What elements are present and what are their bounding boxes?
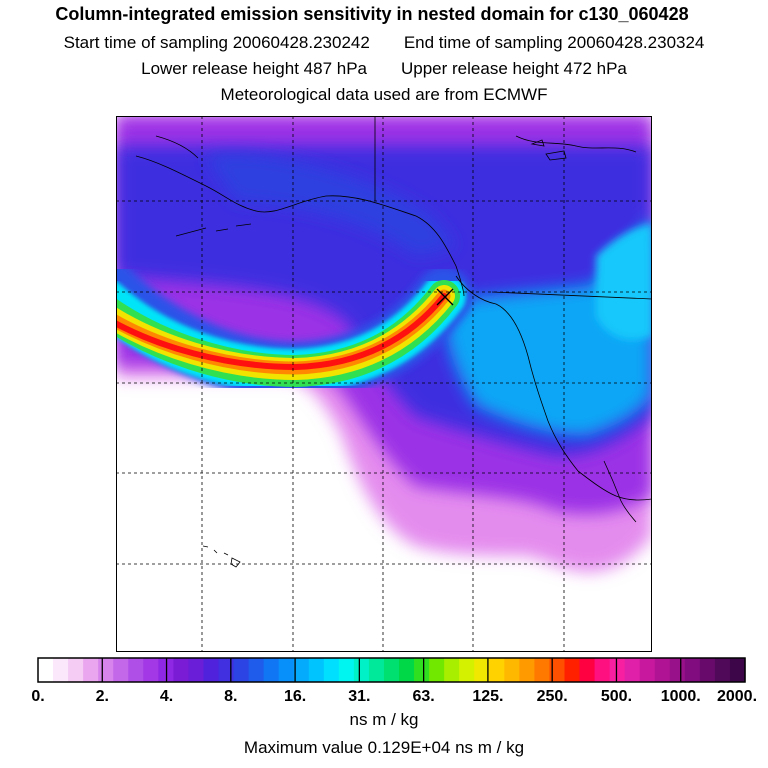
colorbar-cell bbox=[594, 658, 611, 682]
colorbar-cell bbox=[519, 658, 535, 682]
colorbar-cell bbox=[173, 658, 190, 682]
colorbar-tick-label: 2. bbox=[96, 688, 109, 705]
colorbar-cells bbox=[38, 658, 746, 682]
colorbar-cell bbox=[188, 658, 205, 682]
colorbar: 0. 2. 4. 8. 16. 31. 63. 125. 250. 500. 1000. 2000. bbox=[31, 657, 757, 705]
end-time-label: End time of sampling 20060428.230324 bbox=[403, 33, 705, 52]
colorbar-cell bbox=[233, 658, 250, 682]
colorbar-cell bbox=[699, 658, 716, 682]
colorbar-units: ns m / kg bbox=[349, 710, 419, 729]
coastline-alaska bbox=[135, 155, 465, 297]
colorbar-cell bbox=[489, 658, 505, 682]
lower-release-label: Lower release height 487 hPa bbox=[141, 59, 367, 78]
colorbar-tick-label: 8. bbox=[224, 688, 237, 705]
colorbar-tick-label: 63. bbox=[413, 688, 435, 705]
colorbar-cell bbox=[263, 658, 280, 682]
colorbar-cell bbox=[38, 658, 54, 682]
met-data-label: Meteorological data used are from ECMWF bbox=[220, 85, 548, 104]
colorbar-cell bbox=[399, 658, 415, 682]
map-frame bbox=[116, 116, 652, 652]
colorbar-cell bbox=[113, 658, 129, 682]
coastlines bbox=[135, 116, 652, 568]
sampling-times: Start time of sampling 20060428.230242 En… bbox=[0, 33, 768, 53]
colorbar-tick-label: 4. bbox=[160, 688, 173, 705]
colorbar-cell bbox=[609, 658, 626, 682]
colorbar-tick-label: 250. bbox=[537, 688, 568, 705]
colorbar-cell bbox=[203, 658, 220, 682]
colorbar-cell bbox=[68, 658, 84, 682]
maximum-value-label: Maximum value 0.129E+04 ns m / kg bbox=[243, 738, 525, 757]
colorbar-cell bbox=[218, 658, 235, 682]
colorbar-tick-label: 500. bbox=[601, 688, 632, 705]
colorbar-cell bbox=[308, 658, 325, 682]
colorbar-cell bbox=[639, 658, 656, 682]
colorbar-cell bbox=[128, 658, 144, 682]
colorbar-cell bbox=[353, 658, 370, 682]
colorbar-cell bbox=[338, 658, 355, 682]
colorbar-cell bbox=[474, 658, 490, 682]
colorbar-cell bbox=[669, 658, 686, 682]
sensitivity-field-north-band bbox=[206, 154, 456, 256]
colorbar-cell bbox=[98, 658, 114, 682]
release-point-x bbox=[436, 288, 454, 306]
colorbar-cell bbox=[624, 658, 641, 682]
colorbar-cell bbox=[444, 658, 460, 682]
coastline-hudson bbox=[515, 135, 637, 153]
colorbar-cell bbox=[684, 658, 701, 682]
colorbar-tick-label: 0. bbox=[31, 688, 44, 705]
sensitivity-map bbox=[116, 116, 652, 652]
coastline-arctic bbox=[155, 135, 199, 159]
colorbar-cell bbox=[534, 658, 551, 682]
release-heights: Lower release height 487 hPa Upper releas… bbox=[0, 59, 768, 79]
political-boundary-us-canada bbox=[491, 291, 652, 300]
colorbar-tick-label: 125. bbox=[472, 688, 503, 705]
colorbar-cell bbox=[278, 658, 295, 682]
colorbar-cell bbox=[729, 658, 746, 682]
release-marker-stroke bbox=[436, 288, 454, 306]
plume-red bbox=[116, 293, 447, 371]
colorbar-ticks bbox=[101, 658, 682, 682]
colorbar-tick-label: 31. bbox=[348, 688, 370, 705]
colorbar-cell bbox=[53, 658, 69, 682]
colorbar-labels: 0. 2. 4. 8. 16. 31. 63. 125. 250. 500. 1000. 2000. bbox=[31, 688, 757, 705]
coastline-northwest bbox=[455, 275, 652, 501]
colorbar-cell bbox=[579, 658, 596, 682]
coastline-aleutians bbox=[175, 223, 252, 237]
colorbar-cell bbox=[323, 658, 340, 682]
colorbar-cell bbox=[549, 658, 566, 682]
colorbar-tick-label: 2000. bbox=[717, 688, 757, 705]
sensitivity-field-core-inner bbox=[596, 224, 652, 340]
colorbar-tick-label: 16. bbox=[284, 688, 306, 705]
coastline-baja bbox=[603, 460, 637, 523]
colorbar-cell bbox=[368, 658, 385, 682]
colorbar-cell bbox=[83, 658, 99, 682]
hawaii-islands bbox=[202, 545, 241, 568]
plume bbox=[116, 259, 473, 401]
colorbar-cell bbox=[414, 658, 430, 682]
colorbar-cell bbox=[383, 658, 400, 682]
coastline-islands-ne bbox=[530, 139, 567, 161]
page-title: Column-integrated emission sensitivity i… bbox=[55, 4, 689, 24]
graticule bbox=[116, 116, 652, 652]
colorbar-cell bbox=[459, 658, 475, 682]
colorbar-cell bbox=[654, 658, 671, 682]
colorbar-tick-label: 1000. bbox=[661, 688, 701, 705]
colorbar-cell bbox=[248, 658, 265, 682]
colorbar-cell bbox=[143, 658, 159, 682]
sensitivity-field-core bbox=[445, 216, 652, 436]
start-time-label: Start time of sampling 20060428.230242 bbox=[63, 33, 370, 52]
colorbar-cell bbox=[504, 658, 520, 682]
upper-release-label: Upper release height 472 hPa bbox=[401, 59, 627, 78]
colorbar-cell bbox=[429, 658, 445, 682]
colorbar-frame bbox=[37, 657, 746, 683]
colorbar-cell bbox=[714, 658, 731, 682]
colorbar-cell bbox=[564, 658, 581, 682]
colorbar-cell bbox=[293, 658, 310, 682]
